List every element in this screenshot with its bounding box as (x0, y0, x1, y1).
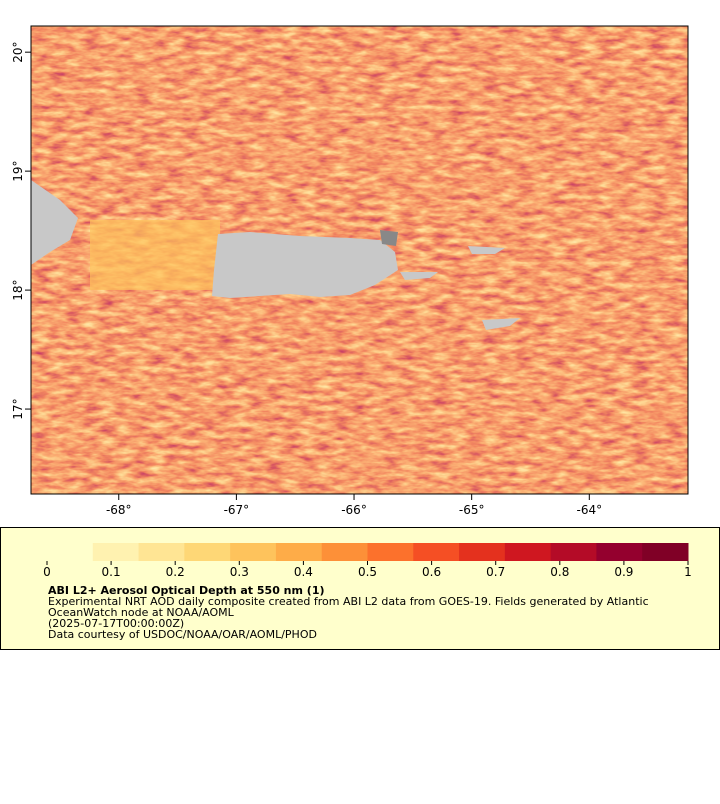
colorbar-swatch (230, 543, 277, 561)
colorbar-swatch (138, 543, 185, 561)
colorbar-tick-label: 0.8 (550, 565, 569, 579)
y-tick-label: 19° (11, 160, 25, 181)
colorbar-tick-label: 0.2 (166, 565, 185, 579)
colorbar-swatch (275, 543, 323, 561)
colorbar-tick-label: 0.6 (422, 565, 441, 579)
colorbar-swatch (413, 543, 460, 561)
x-tick-label: -68° (106, 503, 132, 517)
colorbar-tick-label: 0.3 (230, 565, 249, 579)
colorbar-swatch (184, 543, 231, 561)
colorbar-tick-label: 0.1 (102, 565, 121, 579)
colorbar-swatch (92, 543, 140, 561)
y-tick-label: 20° (11, 42, 25, 63)
legend-title: ABI L2+ Aerosol Optical Depth at 550 nm … (48, 584, 325, 597)
y-tick-label: 17° (11, 398, 25, 419)
x-tick-label: -64° (576, 503, 602, 517)
colorbar-swatch (321, 543, 368, 561)
colorbar-tick-label: 0.5 (358, 565, 377, 579)
colorbar-swatch (459, 543, 506, 561)
caption-line: OceanWatch node at NOAA/AOML (48, 606, 235, 619)
colorbar-swatch (367, 543, 414, 561)
colorbar-tick-label: 0.9 (614, 565, 633, 579)
colorbar-swatch (47, 543, 94, 561)
x-tick-label: -65° (459, 503, 485, 517)
map-raster (31, 26, 688, 494)
colorbar-tick-label: 0.4 (294, 565, 313, 579)
colorbar-tick-label: 0 (43, 565, 51, 579)
colorbar-swatch (504, 543, 552, 561)
x-tick-label: -67° (224, 503, 250, 517)
land (212, 232, 398, 298)
land (482, 318, 520, 330)
colorbar-swatch (550, 543, 597, 561)
x-tick-label: -66° (341, 503, 367, 517)
colorbar-tick-label: 1 (684, 565, 692, 579)
colorbar-tick-label: 0.7 (486, 565, 505, 579)
caption-line: Data courtesy of USDOC/NOAA/OAR/AOML/PHO… (48, 628, 317, 641)
map-frame (30, 25, 689, 495)
land (468, 246, 505, 254)
caption-line: (2025-07-17T00:00:00Z) (48, 617, 184, 630)
land (400, 272, 438, 280)
colorbar-swatch (596, 543, 643, 561)
colorbar-swatch (642, 543, 689, 561)
land (380, 230, 398, 246)
land (31, 180, 78, 265)
caption-line: Experimental NRT AOD daily composite cre… (48, 595, 649, 608)
y-tick-label: 18° (11, 279, 25, 300)
